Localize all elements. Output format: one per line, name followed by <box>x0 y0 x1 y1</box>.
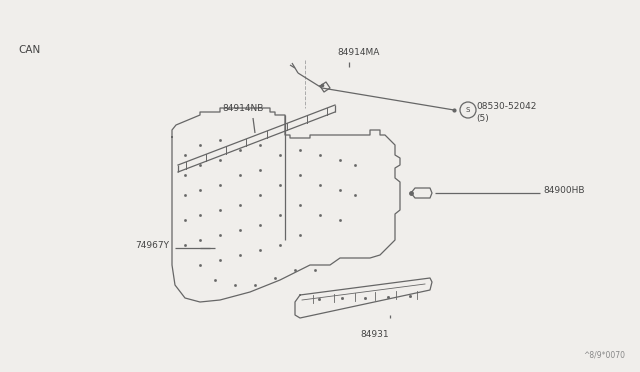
Text: 74967Y: 74967Y <box>135 241 169 250</box>
Text: ^8/9*0070: ^8/9*0070 <box>583 351 625 360</box>
Text: 08530-52042: 08530-52042 <box>476 102 536 110</box>
Text: 84914NB: 84914NB <box>222 104 264 113</box>
Text: (5): (5) <box>476 113 489 122</box>
Text: S: S <box>466 107 470 113</box>
Text: 84900HB: 84900HB <box>543 186 584 195</box>
Text: CAN: CAN <box>18 45 40 55</box>
Text: 84914MA: 84914MA <box>337 48 380 57</box>
Text: 84931: 84931 <box>361 330 389 339</box>
